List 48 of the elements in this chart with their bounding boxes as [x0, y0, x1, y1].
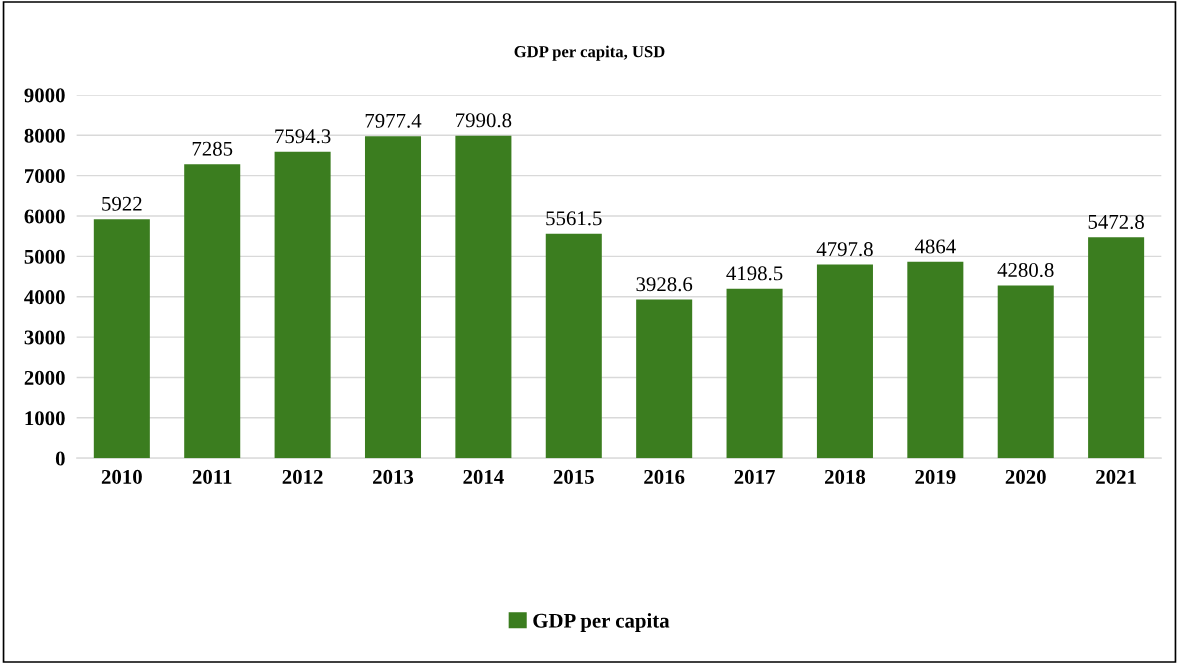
data-label: 7977.4: [365, 113, 422, 128]
y-tick-label: 1000: [25, 411, 65, 426]
bar: [184, 164, 241, 459]
x-tick-label: 2010: [101, 469, 142, 484]
data-label: 4198.5: [726, 266, 783, 281]
x-tick-label: 2013: [373, 469, 414, 484]
y-tick-label: 4000: [24, 290, 65, 305]
y-tick-label: 2000: [24, 370, 65, 385]
data-label: 7990.8: [456, 113, 512, 128]
y-tick-label: 6000: [24, 209, 65, 224]
y-tick-label: 8000: [24, 128, 65, 143]
y-tick-label: 9000: [24, 88, 65, 103]
data-label: 5472.8: [1088, 214, 1144, 229]
data-label: 4864: [914, 239, 956, 254]
x-tick-label: 2015: [553, 469, 594, 484]
bar: [907, 261, 964, 459]
x-tick-label: 2019: [915, 469, 956, 484]
bar: [726, 288, 783, 459]
data-label: 5922: [102, 196, 142, 211]
data-label: 3928.6: [636, 277, 693, 292]
x-tick-label: 2014: [463, 469, 504, 484]
data-label: 4280.8: [997, 262, 1054, 278]
bar: [816, 264, 873, 459]
y-tick-label: 3000: [24, 330, 65, 345]
data-label: 5561.5: [546, 211, 602, 226]
bar: [545, 233, 602, 459]
y-tick-label: 5000: [24, 249, 65, 264]
bar: [274, 151, 331, 459]
legend-label: GDP per capita: [533, 613, 670, 632]
bar: [1088, 237, 1145, 459]
y-tick-label: 7000: [25, 169, 65, 184]
bar: [93, 219, 150, 459]
data-label: 7594.3: [275, 129, 331, 144]
data-label: 4797.8: [816, 242, 873, 257]
x-tick-label: 2016: [644, 469, 685, 484]
bar: [364, 136, 422, 459]
x-tick-label: 2011: [192, 469, 232, 484]
x-tick-label: 2020: [1005, 469, 1046, 484]
chart-title: GDP per capita, USD: [514, 45, 665, 61]
bar: [997, 285, 1054, 459]
data-label: 7285: [192, 141, 233, 156]
x-tick-label: 2017: [734, 469, 775, 484]
y-tick-label: 0: [55, 451, 65, 466]
x-tick-label: 2021: [1096, 469, 1136, 484]
x-tick-label: 2018: [824, 469, 866, 484]
x-tick-label: 2012: [282, 469, 323, 484]
bar: [455, 135, 512, 459]
bar: [636, 299, 693, 459]
